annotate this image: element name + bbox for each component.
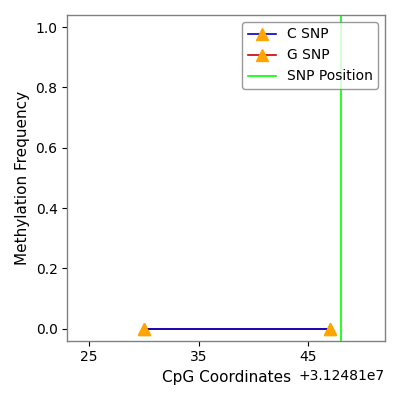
Line: G SNP: G SNP bbox=[138, 323, 336, 334]
C SNP bbox=[142, 326, 146, 331]
G SNP bbox=[328, 326, 333, 331]
Line: C SNP: C SNP bbox=[138, 323, 336, 334]
Legend: C SNP, G SNP, SNP Position: C SNP, G SNP, SNP Position bbox=[242, 22, 378, 89]
G SNP bbox=[142, 326, 146, 331]
C SNP bbox=[328, 326, 333, 331]
Y-axis label: Methylation Frequency: Methylation Frequency bbox=[15, 91, 30, 265]
X-axis label: CpG Coordinates: CpG Coordinates bbox=[162, 370, 291, 385]
